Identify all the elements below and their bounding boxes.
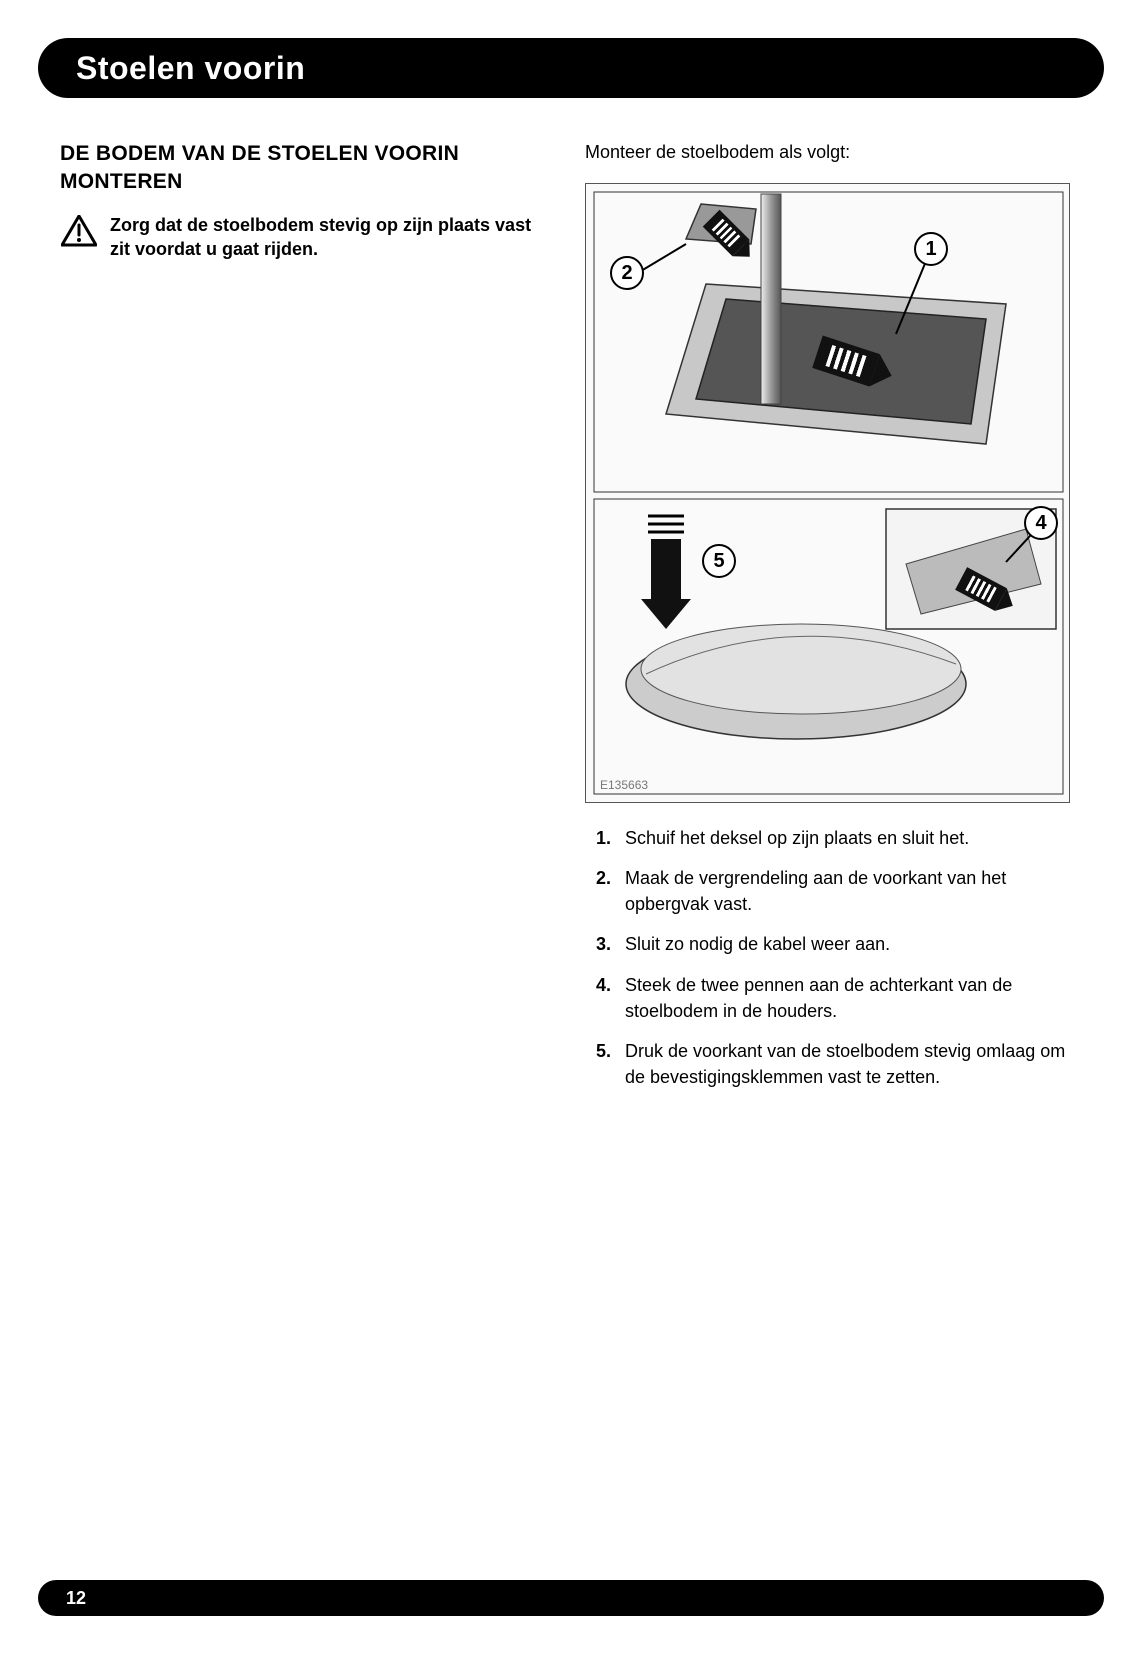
intro-text: Monteer de stoelbodem als volgt: (585, 140, 1070, 165)
step-number: 1. (585, 825, 611, 851)
step-number: 2. (585, 865, 611, 917)
step-list: 1. Schuif het deksel op zijn plaats en s… (585, 825, 1070, 1090)
instruction-diagram: 1 2 4 5 E135663 (585, 183, 1070, 803)
right-column: Monteer de stoelbodem als volgt: (585, 140, 1070, 1104)
step-number: 4. (585, 972, 611, 1024)
step-text: Sluit zo nodig de kabel weer aan. (625, 931, 1070, 957)
step-number: 5. (585, 1038, 611, 1090)
footer-bar: 12 (38, 1580, 1104, 1616)
callout-5: 5 (702, 544, 736, 578)
step-text: Schuif het deksel op zijn plaats en slui… (625, 825, 1070, 851)
step-text: Druk de voorkant van de stoelbodem stevi… (625, 1038, 1070, 1090)
step-text: Steek de twee pennen aan de achterkant v… (625, 972, 1070, 1024)
warning-block: Zorg dat de stoelbodem stevig op zijn pl… (60, 213, 545, 262)
step-number: 3. (585, 931, 611, 957)
header-title: Stoelen voorin (76, 50, 305, 87)
diagram-svg (586, 184, 1070, 803)
callout-1: 1 (914, 232, 948, 266)
section-heading: DE BODEM VAN DE STOELEN VOORIN MONTEREN (60, 140, 545, 197)
header-bar: Stoelen voorin (38, 38, 1104, 98)
step-item: 3. Sluit zo nodig de kabel weer aan. (585, 931, 1070, 957)
left-column: DE BODEM VAN DE STOELEN VOORIN MONTEREN … (60, 140, 545, 1104)
step-item: 4. Steek de twee pennen aan de achterkan… (585, 972, 1070, 1024)
callout-2: 2 (610, 256, 644, 290)
step-text: Maak de vergrendeling aan de voorkant va… (625, 865, 1070, 917)
warning-icon (60, 213, 98, 247)
page-number: 12 (66, 1588, 86, 1609)
callout-4: 4 (1024, 506, 1058, 540)
step-item: 1. Schuif het deksel op zijn plaats en s… (585, 825, 1070, 851)
step-item: 2. Maak de vergrendeling aan de voorkant… (585, 865, 1070, 917)
warning-text: Zorg dat de stoelbodem stevig op zijn pl… (110, 213, 545, 262)
diagram-code: E135663 (600, 778, 648, 792)
content-area: DE BODEM VAN DE STOELEN VOORIN MONTEREN … (60, 140, 1082, 1104)
step-item: 5. Druk de voorkant van de stoelbodem st… (585, 1038, 1070, 1090)
